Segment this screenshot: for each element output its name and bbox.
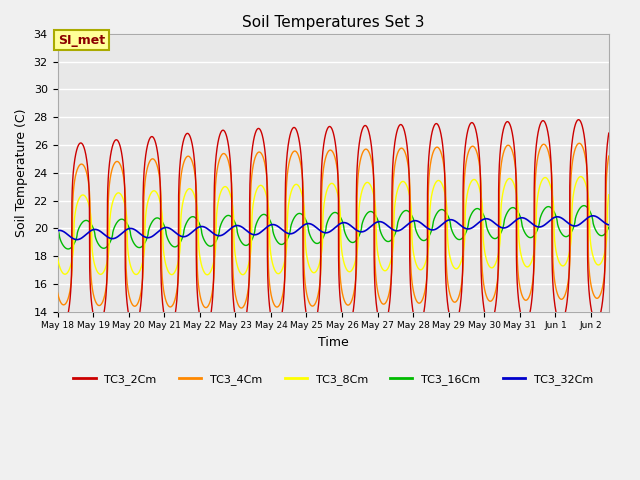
TC3_2Cm: [319, 145, 327, 151]
TC3_4Cm: [292, 149, 300, 155]
TC3_4Cm: [54, 290, 61, 296]
TC3_2Cm: [489, 318, 497, 324]
TC3_8Cm: [577, 174, 584, 180]
TC3_4Cm: [600, 272, 608, 277]
TC3_32Cm: [305, 221, 312, 227]
TC3_4Cm: [605, 153, 612, 159]
TC3_32Cm: [365, 225, 373, 230]
TC3_2Cm: [305, 321, 312, 326]
TC3_2Cm: [292, 126, 300, 132]
TC3_2Cm: [54, 310, 61, 316]
TC3_16Cm: [605, 224, 612, 230]
TC3_32Cm: [605, 222, 612, 228]
TC3_2Cm: [237, 329, 244, 335]
TC3_8Cm: [204, 272, 211, 277]
TC3_32Cm: [600, 220, 608, 226]
Line: TC3_16Cm: TC3_16Cm: [58, 205, 609, 249]
TC3_4Cm: [305, 297, 312, 302]
TC3_16Cm: [319, 234, 327, 240]
Text: SI_met: SI_met: [58, 34, 106, 47]
Y-axis label: Soil Temperature (C): Soil Temperature (C): [15, 108, 28, 237]
TC3_16Cm: [489, 235, 497, 240]
TC3_8Cm: [292, 181, 300, 187]
TC3_4Cm: [237, 305, 245, 311]
TC3_2Cm: [605, 130, 612, 136]
Line: TC3_32Cm: TC3_32Cm: [58, 216, 609, 240]
TC3_16Cm: [600, 231, 608, 237]
TC3_8Cm: [54, 255, 61, 261]
TC3_32Cm: [319, 229, 327, 235]
TC3_32Cm: [73, 237, 81, 242]
TC3_8Cm: [305, 260, 312, 265]
TC3_8Cm: [605, 192, 612, 198]
X-axis label: Time: Time: [318, 336, 349, 349]
TC3_4Cm: [365, 151, 373, 156]
TC3_16Cm: [54, 226, 61, 232]
TC3_8Cm: [365, 181, 373, 187]
TC3_32Cm: [292, 228, 300, 234]
TC3_16Cm: [365, 209, 373, 215]
TC3_8Cm: [600, 251, 608, 256]
TC3_2Cm: [575, 117, 582, 122]
TC3_4Cm: [319, 167, 327, 173]
TC3_16Cm: [292, 213, 300, 218]
TC3_2Cm: [600, 274, 608, 280]
Legend: TC3_2Cm, TC3_4Cm, TC3_8Cm, TC3_16Cm, TC3_32Cm: TC3_2Cm, TC3_4Cm, TC3_8Cm, TC3_16Cm, TC3…: [69, 370, 597, 389]
TC3_32Cm: [589, 213, 596, 219]
TC3_4Cm: [575, 140, 583, 146]
Line: TC3_4Cm: TC3_4Cm: [58, 143, 609, 308]
TC3_16Cm: [580, 203, 588, 208]
TC3_8Cm: [489, 265, 497, 271]
TC3_8Cm: [319, 209, 327, 215]
Title: Soil Temperatures Set 3: Soil Temperatures Set 3: [242, 15, 424, 30]
TC3_4Cm: [489, 297, 497, 302]
TC3_2Cm: [365, 132, 373, 138]
Line: TC3_8Cm: TC3_8Cm: [58, 177, 609, 275]
TC3_32Cm: [489, 218, 497, 224]
TC3_16Cm: [305, 225, 312, 230]
TC3_16Cm: [65, 246, 72, 252]
Line: TC3_2Cm: TC3_2Cm: [58, 120, 609, 332]
TC3_32Cm: [54, 228, 61, 234]
